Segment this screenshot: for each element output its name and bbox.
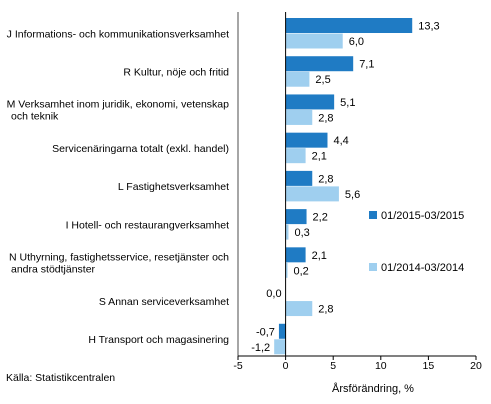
bars-layer <box>274 18 413 355</box>
data-label: 0,2 <box>294 265 309 277</box>
bar-series-2014 <box>285 224 289 240</box>
category-label: J Informations- och kommunikationsverksa… <box>7 28 229 40</box>
bar-series-2014 <box>285 301 313 317</box>
category-label: M Verksamhet inom juridik, ekonomi, vete… <box>7 99 230 123</box>
bar-series-2014 <box>285 262 288 278</box>
bar-series-2015 <box>278 323 286 339</box>
data-label: 5,1 <box>340 97 355 109</box>
category-label: H Transport och magasinering <box>88 334 229 346</box>
data-label: -1,2 <box>251 342 270 354</box>
bar-series-2015 <box>285 132 328 148</box>
bar-series-2015 <box>285 170 313 186</box>
category-label-line: andra stödtjänster <box>11 264 96 276</box>
data-label: 2,2 <box>313 212 328 224</box>
category-label-line: N Uthyrning, fastighetsservice, resetjän… <box>9 252 229 264</box>
category-label: N Uthyrning, fastighetsservice, resetjän… <box>9 252 229 276</box>
bar-series-2014 <box>285 71 310 87</box>
axes-layer: -5 0 5 10 15 20 Årsförändring, % <box>233 12 482 395</box>
data-label: 6,0 <box>349 36 364 48</box>
data-label: 7,1 <box>359 59 374 71</box>
data-label: 13,3 <box>418 21 439 33</box>
bar-series-2015 <box>285 209 307 225</box>
x-tick-label: -5 <box>233 360 242 372</box>
category-label: Servicenäringarna totalt (exkl. handel) <box>52 143 229 155</box>
data-label: 0,3 <box>294 227 309 239</box>
data-label: 2,1 <box>312 151 327 163</box>
bar-series-2014 <box>285 33 343 49</box>
bar-series-2014 <box>285 109 313 125</box>
x-tick-label: 10 <box>375 360 387 372</box>
x-tick-label: 15 <box>423 360 435 372</box>
data-label: 2,5 <box>315 74 330 86</box>
bar-series-2015 <box>285 18 413 33</box>
x-tick-label: 0 <box>283 360 289 372</box>
source-note: Källa: Statistikcentralen <box>6 372 116 384</box>
data-label: 2,8 <box>318 304 333 316</box>
category-label-line: M Verksamhet inom juridik, ekonomi, vete… <box>7 99 230 111</box>
category-label: R Kultur, nöje och fritid <box>123 66 229 78</box>
legend-swatch <box>369 211 377 219</box>
bar-series-2015 <box>285 56 354 72</box>
legend-label: 01/2014-03/2014 <box>381 262 464 274</box>
data-label: 2,1 <box>312 250 327 262</box>
data-label: -0,7 <box>256 326 275 338</box>
category-label: S Annan serviceverksamhet <box>99 296 229 308</box>
category-label: L Fastighetsverksamhet <box>118 181 229 193</box>
x-tick-label: 20 <box>470 360 482 372</box>
x-axis-title: Årsförändring, % <box>332 382 414 395</box>
bar-series-2014 <box>274 339 286 355</box>
bar-series-2015 <box>285 94 335 110</box>
data-label: 4,4 <box>333 135 348 147</box>
legend-swatch <box>369 263 377 271</box>
data-label: 0,0 <box>266 288 281 300</box>
bar-series-2015 <box>285 247 306 263</box>
data-label: 5,6 <box>345 189 360 201</box>
legend-label: 01/2015-03/2015 <box>381 210 464 222</box>
legend: 01/2015-03/2015 01/2014-03/2014 <box>369 210 464 274</box>
data-label: 2,8 <box>318 173 333 185</box>
category-label-line: och teknik <box>11 111 59 123</box>
bar-series-2014 <box>285 186 339 202</box>
x-tick-label: 5 <box>330 360 336 372</box>
data-label: 2,8 <box>318 112 333 124</box>
bar-series-2014 <box>285 148 306 164</box>
category-label: I Hotell- och restaurangverksamhet <box>66 219 229 231</box>
labels-layer: J Informations- och kommunikationsverksa… <box>7 21 440 354</box>
